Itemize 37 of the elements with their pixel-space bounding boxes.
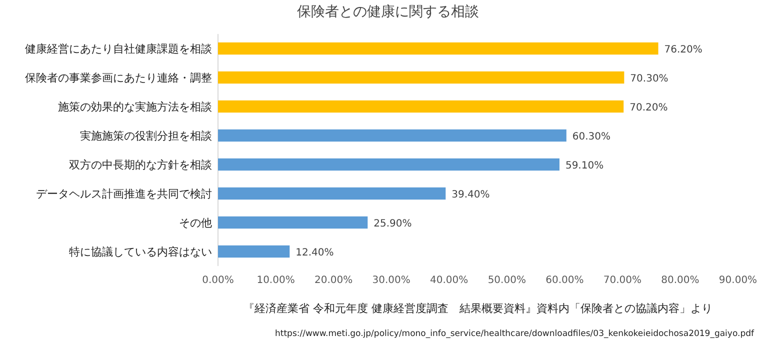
x-tick-label: 70.00% xyxy=(603,275,642,286)
data-label: 39.40% xyxy=(452,190,490,200)
data-label: 25.90% xyxy=(374,218,412,230)
x-tick-label: 40.00% xyxy=(430,275,468,286)
bar xyxy=(218,42,658,55)
bar xyxy=(218,245,290,258)
bar xyxy=(218,129,566,142)
x-tick-label: 30.00% xyxy=(372,275,410,286)
data-label: 12.40% xyxy=(296,248,334,258)
bar xyxy=(218,158,560,171)
x-tick-label: 0.00% xyxy=(202,275,234,286)
bar xyxy=(218,100,624,113)
bar xyxy=(218,71,624,84)
x-tick-label: 60.00% xyxy=(546,275,584,286)
x-tick-label: 20.00% xyxy=(314,275,353,286)
x-tick-label: 10.00% xyxy=(256,275,295,286)
y-tick-label: 健康経営にあたり自社健康課題を相談 xyxy=(25,42,212,56)
y-tick-label: 特に協議している内容はない xyxy=(69,246,212,258)
text: https://www.meti.go.jp/policy/mono_info_service/healthcare/downloadfiles/03_kenkokeieidochosa2019_gaiyo.pdf xyxy=(275,329,755,339)
data-label: 70.20% xyxy=(630,102,668,114)
text: 『経済産業省 令和元年度 健康経営度調査 結果概要資料』資料内「保険者との協議内容」より xyxy=(244,302,712,315)
x-tick-label: 80.00% xyxy=(661,275,700,286)
y-tick-label: データヘルス計画推進を共同で検討 xyxy=(36,188,212,200)
y-tick-label: 施策の効果的な実施方法を相談 xyxy=(58,100,212,114)
y-tick-label: 双方の中長期的な方針を相談 xyxy=(69,158,212,172)
bar xyxy=(218,187,446,200)
y-tick-label: 実施施策の役割分担を相談 xyxy=(80,130,212,142)
data-label: 70.30% xyxy=(630,74,668,84)
y-tick-label: 保険者の事業参画にあたり連絡・調整 xyxy=(25,72,212,84)
x-tick-label: 50.00% xyxy=(488,275,526,286)
bar xyxy=(218,216,368,229)
data-label: 76.20% xyxy=(664,44,702,56)
chart-title: 保険者との健康に関する相談 xyxy=(297,4,479,20)
data-label: 60.30% xyxy=(572,132,611,142)
data-label: 59.10% xyxy=(565,160,604,172)
y-tick-label: その他 xyxy=(179,216,212,230)
x-tick-label: 90.00% xyxy=(718,275,758,286)
